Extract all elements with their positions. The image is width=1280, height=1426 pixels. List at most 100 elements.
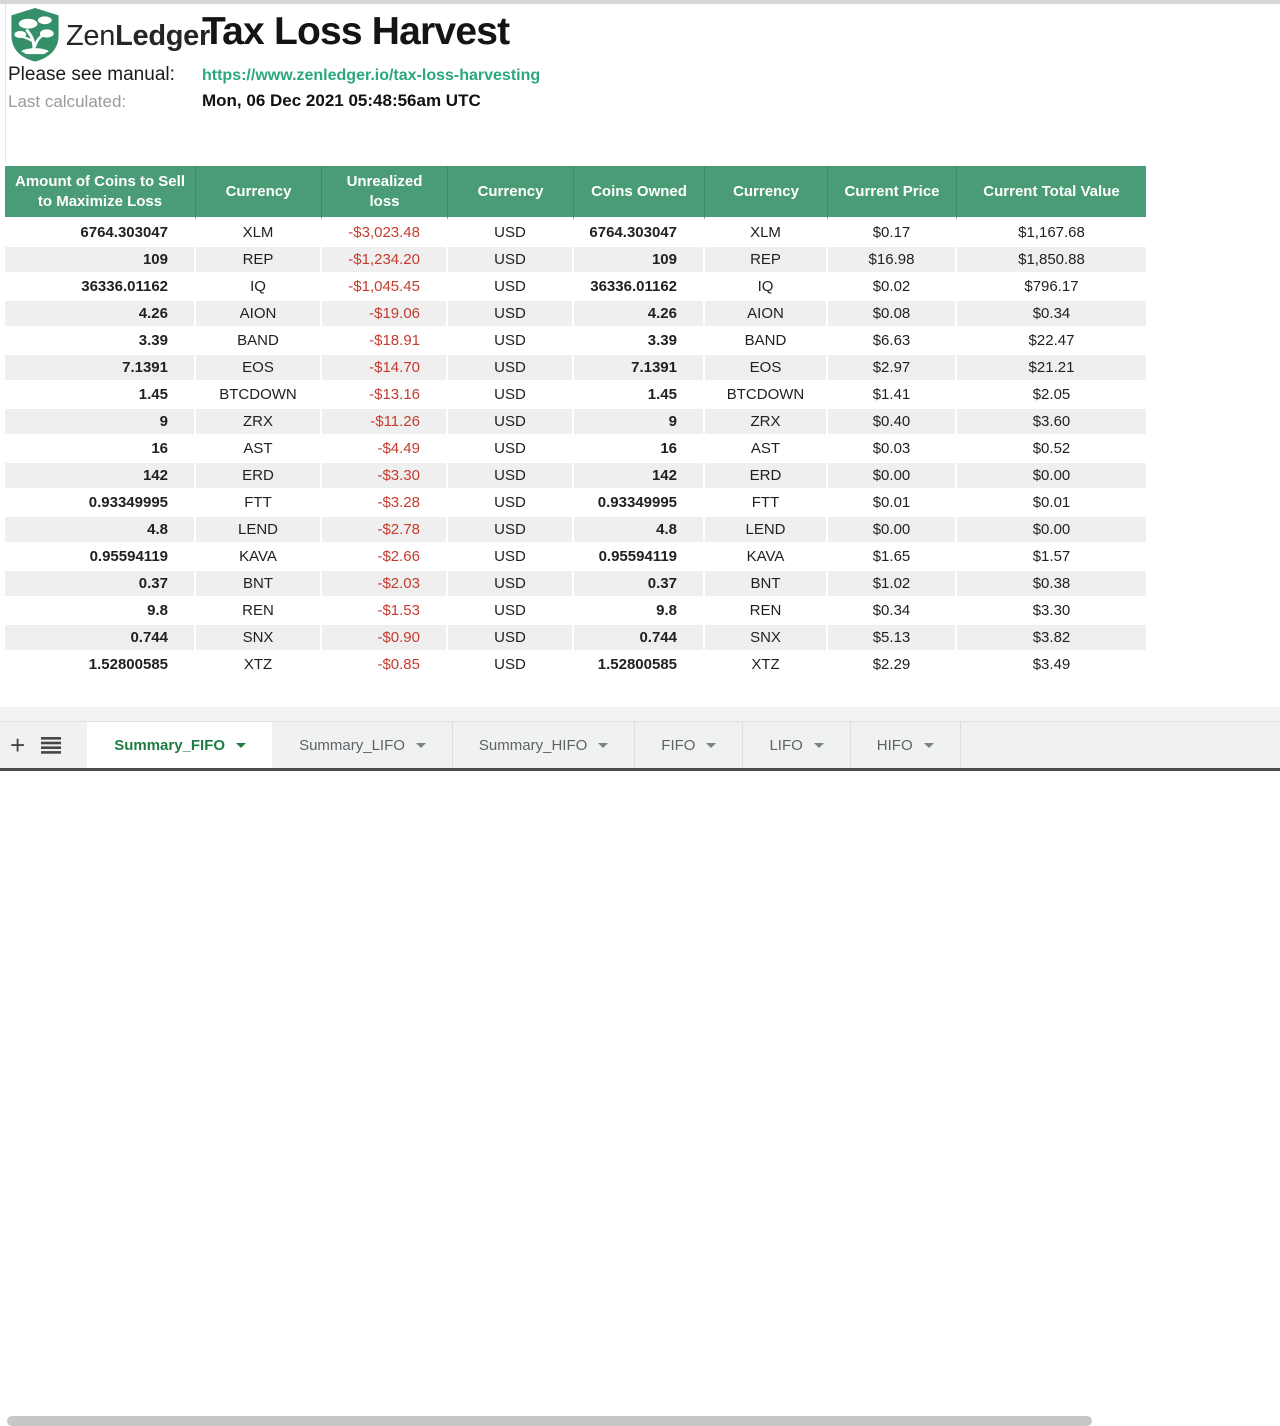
cell[interactable]: 109	[574, 247, 705, 274]
cell[interactable]: -$2.66	[322, 544, 448, 571]
cell[interactable]: -$0.90	[322, 625, 448, 652]
cell[interactable]: $21.21	[957, 355, 1146, 382]
cell[interactable]: 0.93349995	[5, 490, 196, 517]
cell[interactable]: -$1.53	[322, 598, 448, 625]
cell[interactable]: -$4.49	[322, 436, 448, 463]
cell[interactable]: 0.37	[574, 571, 705, 598]
cell[interactable]: BNT	[196, 571, 322, 598]
cell[interactable]: ZRX	[705, 409, 828, 436]
cell[interactable]: 0.93349995	[574, 490, 705, 517]
cell[interactable]: $2.29	[828, 652, 957, 679]
cell[interactable]: -$3.28	[322, 490, 448, 517]
cell[interactable]: BAND	[705, 328, 828, 355]
cell[interactable]: 36336.01162	[5, 274, 196, 301]
cell[interactable]: USD	[448, 517, 574, 544]
cell[interactable]: -$1,045.45	[322, 274, 448, 301]
cell[interactable]: USD	[448, 274, 574, 301]
cell[interactable]: $0.03	[828, 436, 957, 463]
cell[interactable]: XLM	[705, 220, 828, 247]
cell[interactable]: 0.37	[5, 571, 196, 598]
cell[interactable]: EOS	[705, 355, 828, 382]
cell[interactable]: USD	[448, 598, 574, 625]
cell[interactable]: $0.08	[828, 301, 957, 328]
cell[interactable]: REP	[196, 247, 322, 274]
cell[interactable]: 7.1391	[5, 355, 196, 382]
cell[interactable]: XTZ	[196, 652, 322, 679]
column-header-2[interactable]: Currency	[196, 166, 322, 220]
cell[interactable]: -$1,234.20	[322, 247, 448, 274]
cell[interactable]: $0.00	[957, 463, 1146, 490]
sheet-tab-summary_fifo[interactable]: Summary_FIFO	[87, 722, 273, 768]
cell[interactable]: $0.02	[828, 274, 957, 301]
cell[interactable]: 6764.303047	[5, 220, 196, 247]
cell[interactable]: 0.744	[5, 625, 196, 652]
cell[interactable]: BAND	[196, 328, 322, 355]
cell[interactable]: $3.60	[957, 409, 1146, 436]
cell[interactable]: 0.95594119	[5, 544, 196, 571]
cell[interactable]: BNT	[705, 571, 828, 598]
cell[interactable]: 142	[574, 463, 705, 490]
cell[interactable]: USD	[448, 544, 574, 571]
cell[interactable]: AST	[196, 436, 322, 463]
cell[interactable]: $1.41	[828, 382, 957, 409]
cell[interactable]: 4.26	[5, 301, 196, 328]
cell[interactable]: AION	[196, 301, 322, 328]
cell[interactable]: 109	[5, 247, 196, 274]
cell[interactable]: 16	[5, 436, 196, 463]
cell[interactable]: LEND	[196, 517, 322, 544]
cell[interactable]: SNX	[196, 625, 322, 652]
cell[interactable]: FTT	[196, 490, 322, 517]
horizontal-scrollbar-thumb[interactable]	[7, 1416, 1092, 1426]
cell[interactable]: USD	[448, 409, 574, 436]
cell[interactable]: ERD	[196, 463, 322, 490]
cell[interactable]: -$14.70	[322, 355, 448, 382]
cell[interactable]: -$18.91	[322, 328, 448, 355]
cell[interactable]: -$2.78	[322, 517, 448, 544]
cell[interactable]: AION	[705, 301, 828, 328]
cell[interactable]: -$13.16	[322, 382, 448, 409]
cell[interactable]: $796.17	[957, 274, 1146, 301]
cell[interactable]: USD	[448, 355, 574, 382]
cell[interactable]: 36336.01162	[574, 274, 705, 301]
cell[interactable]: $1.02	[828, 571, 957, 598]
cell[interactable]: 3.39	[574, 328, 705, 355]
horizontal-scrollbar-track[interactable]	[0, 707, 1280, 1426]
cell[interactable]: USD	[448, 571, 574, 598]
cell[interactable]: $2.05	[957, 382, 1146, 409]
cell[interactable]: $5.13	[828, 625, 957, 652]
cell[interactable]: 6764.303047	[574, 220, 705, 247]
cell[interactable]: $2.97	[828, 355, 957, 382]
cell[interactable]: -$0.85	[322, 652, 448, 679]
cell[interactable]: -$2.03	[322, 571, 448, 598]
sheet-tab-summary_hifo[interactable]: Summary_HIFO	[451, 722, 634, 768]
cell[interactable]: $1,167.68	[957, 220, 1146, 247]
column-header-7[interactable]: Current Price	[828, 166, 957, 220]
manual-link[interactable]: https://www.zenledger.io/tax-loss-harves…	[202, 67, 541, 84]
cell[interactable]: 3.39	[5, 328, 196, 355]
cell[interactable]: 9	[574, 409, 705, 436]
add-sheet-button[interactable]: +	[10, 730, 26, 760]
cell[interactable]: 142	[5, 463, 196, 490]
cell[interactable]: $0.01	[828, 490, 957, 517]
cell[interactable]: -$3,023.48	[322, 220, 448, 247]
cell[interactable]: 0.744	[574, 625, 705, 652]
cell[interactable]: USD	[448, 247, 574, 274]
cell[interactable]: 9.8	[5, 598, 196, 625]
column-header-8[interactable]: Current Total Value	[957, 166, 1146, 220]
cell[interactable]: 9	[5, 409, 196, 436]
cell[interactable]: $0.00	[828, 517, 957, 544]
cell[interactable]: FTT	[705, 490, 828, 517]
cell[interactable]: -$3.30	[322, 463, 448, 490]
cell[interactable]: USD	[448, 625, 574, 652]
cell[interactable]: REP	[705, 247, 828, 274]
sheet-tab-lifo[interactable]: LIFO	[742, 722, 849, 768]
cell[interactable]: -$11.26	[322, 409, 448, 436]
column-header-1[interactable]: Amount of Coins to Sell to Maximize Loss	[5, 166, 196, 220]
cell[interactable]: ERD	[705, 463, 828, 490]
column-header-4[interactable]: Currency	[448, 166, 574, 220]
column-header-5[interactable]: Coins Owned	[574, 166, 705, 220]
cell[interactable]: USD	[448, 652, 574, 679]
cell[interactable]: $0.00	[957, 517, 1146, 544]
cell[interactable]: $22.47	[957, 328, 1146, 355]
cell[interactable]: USD	[448, 328, 574, 355]
